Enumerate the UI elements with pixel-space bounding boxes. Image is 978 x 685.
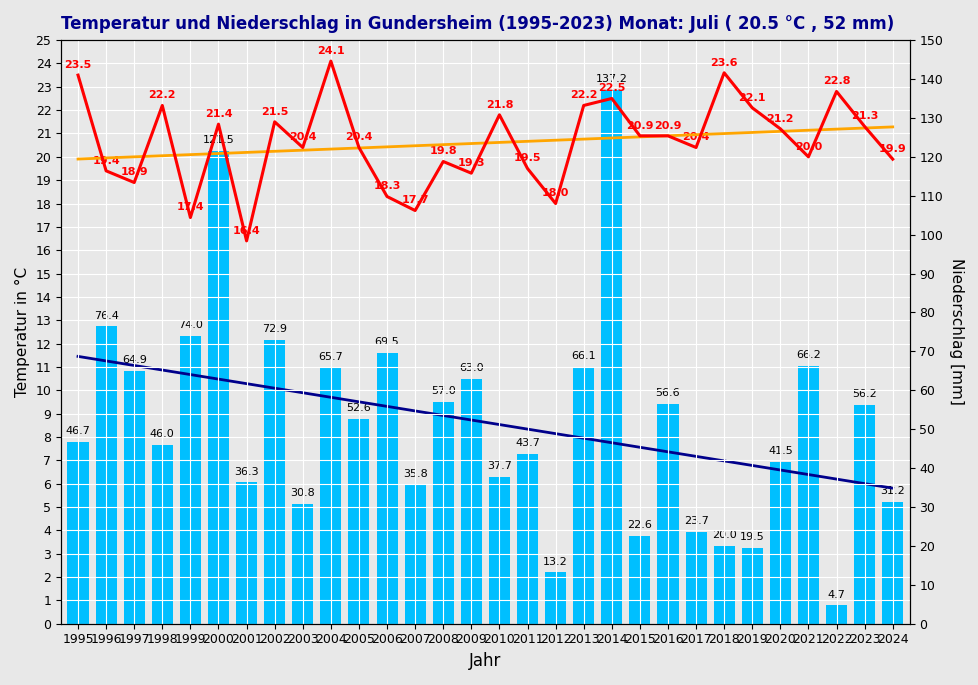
Bar [769, 462, 790, 624]
Text: 18.3: 18.3 [373, 182, 400, 191]
Bar [377, 353, 397, 624]
Bar [881, 502, 903, 624]
Bar [713, 546, 734, 624]
Bar [207, 151, 229, 624]
Bar [432, 402, 453, 624]
Text: 30.8: 30.8 [290, 488, 315, 498]
Text: 19.8: 19.8 [429, 147, 457, 156]
Text: 41.5: 41.5 [767, 447, 792, 456]
Text: 4.7: 4.7 [826, 590, 845, 599]
Text: 72.9: 72.9 [262, 324, 287, 334]
Bar [152, 445, 173, 624]
Bar [545, 573, 565, 624]
Text: 22.2: 22.2 [149, 90, 176, 100]
Text: 57.0: 57.0 [430, 386, 455, 396]
Text: 20.9: 20.9 [626, 121, 653, 131]
Text: 121.5: 121.5 [202, 135, 234, 145]
Text: 21.8: 21.8 [485, 100, 512, 110]
Text: 20.4: 20.4 [345, 132, 373, 142]
Text: 22.2: 22.2 [569, 90, 597, 100]
X-axis label: Jahr: Jahr [468, 652, 501, 670]
Bar [291, 504, 313, 624]
Text: 13.2: 13.2 [543, 556, 567, 566]
Text: 22.5: 22.5 [598, 84, 625, 93]
Bar [96, 327, 116, 624]
Text: 23.5: 23.5 [65, 60, 92, 70]
Bar [600, 90, 622, 624]
Text: 21.5: 21.5 [261, 107, 289, 116]
Text: 66.1: 66.1 [571, 351, 596, 361]
Text: 137.2: 137.2 [596, 74, 627, 84]
Text: 24.1: 24.1 [317, 46, 344, 56]
Bar [685, 532, 706, 624]
Bar [320, 368, 341, 624]
Bar [741, 548, 762, 624]
Text: 23.6: 23.6 [710, 58, 737, 68]
Text: 20.0: 20.0 [794, 142, 822, 151]
Text: 46.7: 46.7 [66, 426, 90, 436]
Bar [123, 371, 145, 624]
Text: 17.4: 17.4 [176, 202, 204, 212]
Text: 16.4: 16.4 [233, 226, 260, 236]
Text: 17.7: 17.7 [401, 195, 428, 206]
Text: 56.6: 56.6 [655, 388, 680, 398]
Bar [516, 453, 538, 624]
Text: 36.3: 36.3 [234, 466, 258, 477]
Text: 52.6: 52.6 [346, 403, 371, 413]
Text: 76.4: 76.4 [94, 310, 118, 321]
Text: 56.2: 56.2 [852, 389, 876, 399]
Bar [629, 536, 649, 624]
Text: 66.2: 66.2 [795, 350, 820, 360]
Text: 63.0: 63.0 [459, 363, 483, 373]
Bar [404, 484, 425, 624]
Text: 21.3: 21.3 [850, 112, 877, 121]
Bar [236, 482, 257, 624]
Text: 19.5: 19.5 [513, 153, 541, 163]
Text: 22.8: 22.8 [822, 76, 850, 86]
Text: 19.9: 19.9 [878, 144, 906, 154]
Text: 20.4: 20.4 [682, 132, 709, 142]
Text: 20.4: 20.4 [289, 132, 316, 142]
Text: 35.8: 35.8 [402, 469, 427, 479]
Text: 21.2: 21.2 [766, 114, 793, 124]
Bar [797, 366, 819, 624]
Text: 22.6: 22.6 [627, 520, 651, 530]
Bar [488, 477, 510, 624]
Text: 64.9: 64.9 [121, 356, 147, 365]
Text: 74.0: 74.0 [178, 320, 202, 330]
Bar [572, 366, 594, 624]
Bar [853, 405, 874, 624]
Text: 21.4: 21.4 [204, 109, 232, 119]
Text: 22.1: 22.1 [737, 92, 765, 103]
Text: 31.2: 31.2 [879, 486, 905, 497]
Bar [67, 442, 88, 624]
Text: 18.9: 18.9 [120, 167, 148, 177]
Y-axis label: Temperatur in °C: Temperatur in °C [15, 267, 30, 397]
Text: 37.7: 37.7 [486, 461, 511, 471]
Y-axis label: Niederschlag [mm]: Niederschlag [mm] [948, 258, 963, 406]
Text: 23.7: 23.7 [683, 516, 708, 525]
Text: 43.7: 43.7 [514, 438, 540, 448]
Text: 19.5: 19.5 [739, 532, 764, 542]
Bar [657, 403, 678, 624]
Text: Temperatur und Niederschlag in Gundersheim (1995-2023) Monat: Juli ( 20.5 °C , 5: Temperatur und Niederschlag in Gundershe… [61, 15, 894, 33]
Text: 65.7: 65.7 [318, 352, 343, 362]
Text: 20.0: 20.0 [711, 530, 735, 540]
Text: 18.0: 18.0 [542, 188, 568, 199]
Text: 69.5: 69.5 [375, 338, 399, 347]
Bar [461, 379, 481, 624]
Text: 46.0: 46.0 [150, 429, 174, 439]
Bar [264, 340, 285, 624]
Text: 19.3: 19.3 [457, 158, 484, 168]
Bar [348, 419, 369, 624]
Bar [180, 336, 200, 624]
Bar [825, 606, 846, 624]
Text: 19.4: 19.4 [92, 155, 120, 166]
Text: 20.9: 20.9 [653, 121, 681, 131]
